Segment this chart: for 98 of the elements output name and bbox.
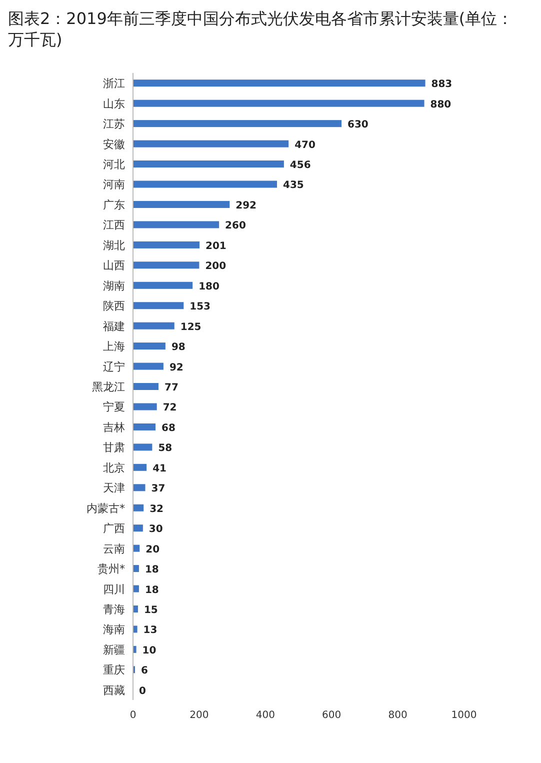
data-label: 180 bbox=[198, 281, 220, 292]
y-tick-label: 云南 bbox=[103, 542, 125, 556]
data-label: 153 bbox=[190, 302, 211, 313]
data-label: 41 bbox=[152, 463, 167, 474]
y-tick-label: 北京 bbox=[103, 461, 125, 474]
bar bbox=[133, 626, 138, 633]
y-tick-label: 山东 bbox=[103, 97, 125, 110]
data-label: 201 bbox=[206, 240, 226, 252]
bar bbox=[133, 282, 193, 289]
y-tick-label: 甘肃 bbox=[103, 441, 125, 454]
bar bbox=[133, 302, 184, 310]
data-label: 435 bbox=[282, 180, 304, 192]
bar bbox=[133, 140, 289, 148]
data-label: 18 bbox=[144, 584, 159, 596]
bar bbox=[133, 403, 157, 410]
y-tick-label: 四川 bbox=[103, 582, 125, 596]
y-tick-label: 内蒙古* bbox=[86, 502, 126, 515]
data-label: 200 bbox=[205, 261, 226, 272]
bar bbox=[133, 585, 139, 592]
data-label: 72 bbox=[162, 402, 177, 414]
bar bbox=[133, 646, 136, 653]
x-tick-label: 0 bbox=[130, 710, 136, 721]
y-tick-label: 山西 bbox=[103, 259, 125, 272]
data-label: 68 bbox=[162, 422, 176, 434]
data-label: 92 bbox=[169, 362, 184, 374]
data-label: 20 bbox=[146, 544, 160, 556]
data-label: 37 bbox=[151, 484, 166, 495]
bar bbox=[133, 180, 277, 188]
bar bbox=[133, 362, 164, 370]
bar bbox=[133, 200, 230, 208]
y-tick-label: 湖南 bbox=[103, 279, 125, 292]
y-tick-label: 陕西 bbox=[103, 300, 125, 313]
data-label: 98 bbox=[171, 342, 186, 354]
data-label: 15 bbox=[144, 604, 158, 616]
bar bbox=[133, 100, 424, 107]
y-tick-label: 重庆 bbox=[103, 664, 125, 677]
data-label: 880 bbox=[430, 99, 452, 110]
y-tick-label: 辽宁 bbox=[103, 360, 125, 374]
bar bbox=[133, 221, 220, 228]
bar bbox=[133, 322, 174, 330]
y-tick-label: 浙江 bbox=[103, 77, 125, 90]
bar bbox=[133, 241, 200, 248]
y-tick-label: 新疆 bbox=[103, 643, 125, 656]
y-tick-label: 宁夏 bbox=[103, 400, 125, 414]
data-label: 0 bbox=[139, 686, 146, 697]
data-label: 456 bbox=[290, 160, 311, 172]
data-label: 30 bbox=[148, 524, 163, 536]
bar bbox=[133, 444, 152, 451]
y-tick-label: 西藏 bbox=[103, 684, 125, 697]
chart-title: 图表2：2019年前三季度中国分布式光伏发电各省市累计安装量(单位：万千瓦) bbox=[8, 8, 514, 50]
data-label: 883 bbox=[431, 79, 452, 90]
bar bbox=[133, 524, 143, 532]
y-tick-label: 湖北 bbox=[103, 238, 125, 252]
data-label: 77 bbox=[164, 382, 178, 394]
bar bbox=[133, 464, 147, 471]
bar bbox=[133, 423, 156, 430]
data-label: 58 bbox=[158, 443, 172, 454]
data-label: 292 bbox=[236, 200, 257, 212]
bar bbox=[133, 342, 166, 350]
y-tick-label: 贵州* bbox=[98, 562, 126, 576]
x-tick-label: 200 bbox=[190, 710, 209, 721]
y-tick-label: 福建 bbox=[103, 320, 125, 333]
y-tick-label: 江西 bbox=[103, 218, 125, 232]
data-label: 18 bbox=[144, 564, 159, 576]
y-tick-label: 河南 bbox=[103, 178, 125, 192]
bar bbox=[133, 120, 342, 128]
data-label: 125 bbox=[180, 322, 202, 333]
y-tick-label: 海南 bbox=[103, 623, 125, 636]
y-tick-label: 吉林 bbox=[103, 420, 125, 434]
bar bbox=[133, 383, 158, 390]
x-tick-label: 600 bbox=[322, 710, 342, 721]
y-tick-label: 天津 bbox=[103, 482, 125, 495]
data-label: 13 bbox=[143, 625, 158, 636]
bar bbox=[133, 605, 138, 612]
x-tick-label: 800 bbox=[388, 710, 408, 721]
x-tick-label: 1000 bbox=[451, 710, 477, 721]
bar bbox=[133, 565, 139, 572]
y-tick-label: 上海 bbox=[103, 340, 125, 354]
x-tick-label: 400 bbox=[256, 710, 275, 721]
bar bbox=[133, 484, 146, 492]
data-label: 260 bbox=[225, 220, 246, 232]
y-tick-label: 江苏 bbox=[103, 118, 125, 131]
bar bbox=[133, 160, 284, 168]
y-tick-label: 广东 bbox=[103, 198, 125, 212]
y-tick-label: 安徽 bbox=[103, 138, 125, 151]
y-tick-label: 河北 bbox=[103, 158, 125, 172]
bar bbox=[133, 504, 144, 512]
data-label: 6 bbox=[140, 666, 148, 677]
bar bbox=[133, 544, 140, 552]
y-tick-label: 青海 bbox=[103, 602, 125, 616]
data-label: 470 bbox=[294, 140, 316, 151]
data-label: 10 bbox=[142, 645, 156, 656]
y-tick-label: 广西 bbox=[103, 522, 125, 536]
data-label: 32 bbox=[150, 504, 164, 515]
y-tick-label: 黑龙江 bbox=[92, 380, 125, 394]
bar bbox=[133, 80, 426, 87]
bar bbox=[133, 262, 200, 269]
data-label: 630 bbox=[348, 120, 368, 131]
